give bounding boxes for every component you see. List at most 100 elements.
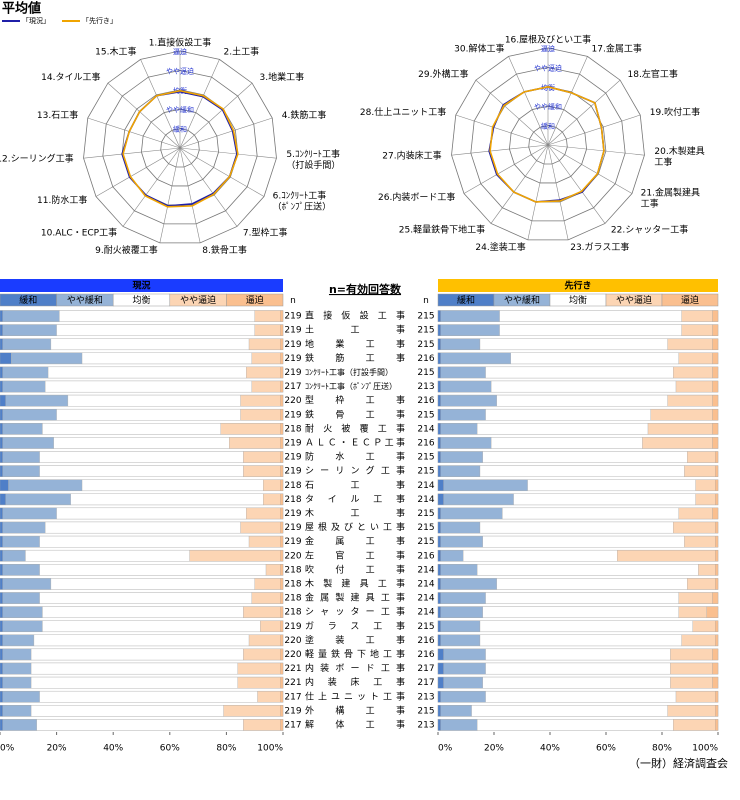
- bar-segment: [437, 352, 441, 365]
- bar-segment: [0, 578, 3, 590]
- bar-segment: [0, 606, 3, 618]
- bar-segment: [437, 409, 441, 421]
- bar-segment: [0, 465, 3, 477]
- bar-segment: [280, 620, 284, 632]
- bar-segment: [712, 592, 719, 604]
- bar-segment: [440, 380, 492, 393]
- grid-ring: [160, 128, 200, 168]
- bar-segment: [440, 338, 481, 350]
- bar-segment: [715, 620, 719, 632]
- bar-segment: [0, 507, 3, 520]
- axis-label: 18.左官工事: [628, 68, 678, 80]
- spoke: [179, 147, 238, 227]
- axis-label: 5.ｺﾝｸﾘｰﾄ工事（打設手間）: [286, 147, 340, 170]
- bar-segment: [30, 662, 238, 675]
- bar-segment: [482, 535, 685, 548]
- row-label: 地業工事: [305, 338, 405, 350]
- bar-segment: [246, 366, 281, 379]
- axis-label: 20.木製建具工事: [654, 144, 704, 167]
- bar-segment: [479, 620, 693, 632]
- source: （一財）経済調査会: [629, 756, 728, 770]
- bar-segment: [712, 409, 719, 421]
- x-tick-label: 20%: [484, 744, 504, 754]
- legend-label: 「現況」: [22, 16, 50, 25]
- bar-segment: [280, 380, 284, 393]
- grid-ring: [141, 108, 219, 187]
- bar-segment: [0, 366, 3, 379]
- n-value: 215: [417, 523, 434, 533]
- bar-segment: [440, 564, 478, 576]
- bar-segment: [712, 437, 719, 449]
- row-label: 防水工事: [305, 451, 405, 463]
- bar-segment: [280, 634, 284, 647]
- bar-segment: [715, 521, 719, 534]
- n-value: 220: [284, 396, 301, 406]
- bar-segment: [485, 648, 671, 661]
- bar-segment: [229, 437, 281, 449]
- bar-segment: [2, 507, 57, 520]
- n-value: 218: [284, 579, 301, 589]
- spoke: [179, 117, 273, 149]
- bar-segment: [42, 620, 261, 632]
- bar-segment: [2, 691, 40, 703]
- n-value: 217: [284, 692, 301, 702]
- bar-segment: [220, 423, 281, 435]
- n-value: 219: [284, 537, 301, 547]
- bar-segment: [0, 564, 3, 576]
- bar-segment: [440, 310, 500, 322]
- x-tick-label: 40%: [540, 744, 560, 754]
- axis-label: 8.鉄骨工事: [202, 244, 247, 256]
- bar-segment: [2, 578, 52, 590]
- bar-segment: [437, 310, 441, 322]
- bar-segment: [440, 324, 500, 336]
- row-label: 屋根及びとい工事: [305, 521, 405, 533]
- bar-segment: [650, 409, 713, 421]
- bar-segment: [243, 465, 281, 477]
- bar-segment: [2, 409, 57, 421]
- bar-segment: [617, 550, 716, 562]
- bar-segment: [440, 606, 483, 618]
- bar-segment: [81, 352, 253, 365]
- axis-label-line: 21.金属製建具: [641, 186, 700, 198]
- bar-segment: [5, 394, 69, 407]
- n-value: 221: [284, 664, 301, 674]
- axis-label: 11.防水工事: [37, 194, 87, 206]
- bar-segment: [39, 564, 267, 576]
- bar-segment: [2, 620, 43, 632]
- bar-segment: [437, 380, 441, 393]
- bar-segment: [715, 705, 719, 717]
- bar-segment: [263, 493, 281, 506]
- bar-segment: [437, 521, 441, 534]
- row-label: 仕上ユニット工事: [305, 690, 405, 702]
- bar-segment: [280, 507, 284, 520]
- bar-segment: [673, 521, 716, 534]
- axis-label: 12.シーリング工事: [0, 152, 74, 164]
- bar-segment: [280, 310, 284, 322]
- bar-segment: [2, 564, 40, 576]
- bar-segment: [240, 394, 281, 407]
- spoke: [179, 147, 265, 197]
- bar-segment: [440, 592, 486, 604]
- row-label: 木製建具工事: [305, 577, 405, 589]
- bar-segment: [443, 493, 514, 506]
- spoke: [179, 82, 253, 149]
- bar-segment: [715, 451, 719, 463]
- r-tick-label: 逼迫: [173, 47, 187, 56]
- bar-segment: [437, 479, 444, 491]
- axis-label-line: 6.ｺﾝｸﾘｰﾄ工事: [273, 189, 327, 201]
- bar-segment: [647, 423, 713, 435]
- bar-segment: [50, 338, 250, 350]
- bar-segment: [440, 366, 486, 379]
- n-value: 216: [417, 354, 434, 364]
- spoke: [463, 144, 549, 194]
- bar-segment: [527, 479, 696, 491]
- r-tick-label: 緩和: [173, 125, 187, 134]
- bar-segment: [440, 535, 483, 548]
- bar-segment: [36, 719, 244, 731]
- bar-segment: [280, 719, 284, 731]
- axis-label: 28.仕上ユニット工事: [360, 106, 446, 118]
- legend-label: 「先行き」: [82, 16, 117, 25]
- bar-segment: [437, 648, 444, 661]
- bar-segment: [463, 550, 618, 562]
- bar-segment: [437, 578, 441, 590]
